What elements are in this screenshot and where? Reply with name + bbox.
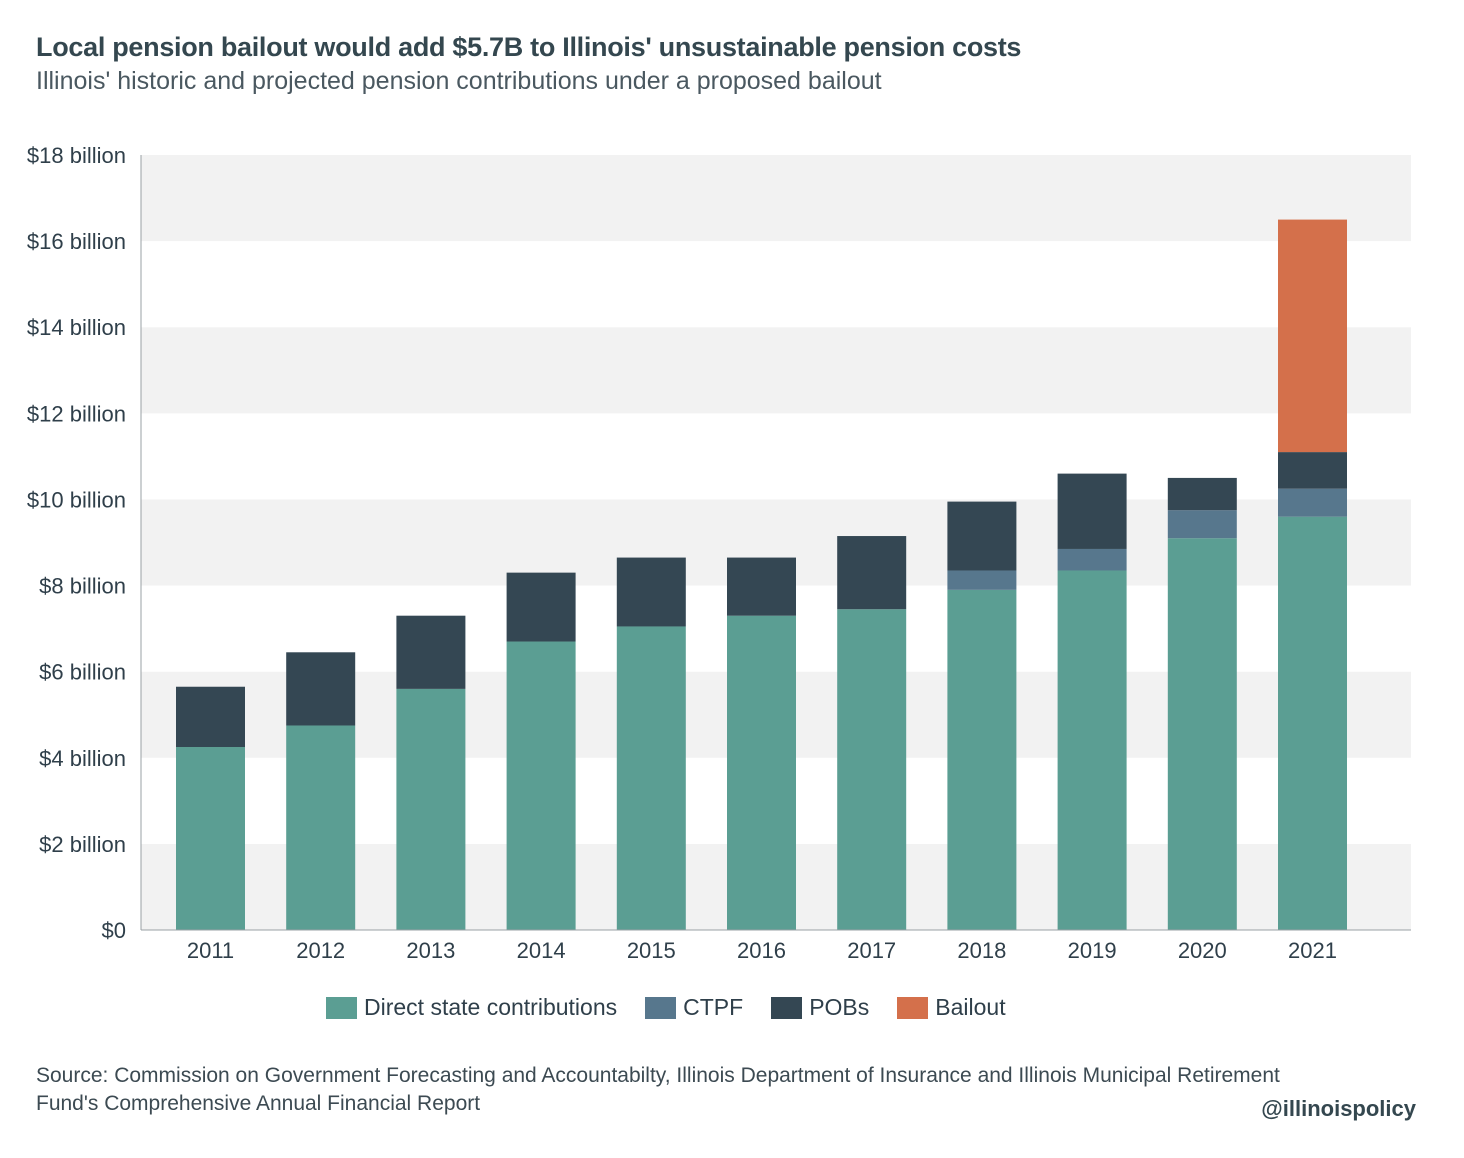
bar-segment-direct-state-contributions-2018	[947, 589, 1017, 930]
legend: Direct state contributions CTPF POBs Bailou…	[326, 994, 1034, 1021]
y-tick-label: $8 billion	[39, 574, 126, 599]
chart-title: Local pension bailout would add $5.7B to…	[36, 32, 1022, 62]
bar-segment-direct-state-contributions-2012	[286, 725, 356, 930]
x-tick-label: 2017	[847, 938, 896, 963]
bar-segment-direct-state-contributions-2019	[1057, 570, 1127, 930]
source-note: Source: Commission on Government Forecas…	[36, 1062, 1436, 1118]
bar-segment-pobs-2021	[1278, 452, 1347, 489]
x-tick-label: 2012	[296, 938, 345, 963]
bar-segment-pobs-2020	[1167, 477, 1237, 511]
bar-segment-direct-state-contributions-2013	[396, 688, 466, 930]
source-line-1: Source: Commission on Government Forecas…	[36, 1064, 1280, 1087]
legend-swatch	[645, 996, 677, 1019]
x-tick-label: 2011	[187, 938, 234, 963]
bar-segment-pobs-2011	[176, 686, 245, 748]
legend-item-pobs: POBs	[771, 994, 869, 1021]
x-tick-label: 2016	[737, 938, 786, 963]
y-tick-label: $12 billion	[27, 401, 126, 426]
bar-segment-ctpf-2019	[1057, 548, 1127, 571]
bar-segment-pobs-2014	[506, 572, 576, 642]
bars	[176, 219, 1347, 930]
y-tick-label: $16 billion	[27, 229, 126, 254]
bar-segment-pobs-2015	[616, 557, 686, 627]
y-tick-label: $4 billion	[39, 746, 126, 771]
bar-segment-ctpf-2021	[1278, 488, 1347, 517]
legend-label: Direct state contributions	[364, 994, 618, 1020]
stacked-bar-chart: $0 $2 billion $4 billion $6 billion $8 billi…	[27, 143, 1411, 963]
source-line-2: Fund's Comprehensive Annual Financial Re…	[36, 1092, 481, 1115]
bar-segment-direct-state-contributions-2020	[1167, 538, 1237, 930]
x-tick-label: 2013	[406, 938, 455, 963]
grid-band	[141, 327, 1411, 414]
legend-item-bailout: Bailout	[897, 994, 1006, 1021]
x-tick-label: 2014	[517, 938, 566, 963]
bar-segment-pobs-2018	[947, 501, 1017, 571]
bar-segment-direct-state-contributions-2015	[616, 626, 686, 930]
x-tick-label: 2019	[1068, 938, 1117, 963]
grid-band	[141, 241, 1411, 328]
bar-segment-direct-state-contributions-2017	[837, 609, 907, 930]
y-tick-label: $6 billion	[39, 660, 126, 685]
y-tick-label: $14 billion	[27, 315, 126, 340]
y-tick-label: $18 billion	[27, 143, 126, 168]
legend-label: POBs	[809, 994, 870, 1020]
y-tick-label: $2 billion	[39, 832, 126, 857]
legend-item-ctpf: CTPF	[645, 994, 743, 1021]
legend-item-direct-state-contributions: Direct state contributions	[326, 994, 617, 1021]
social-handle: @illinoispolicy	[1261, 1096, 1416, 1121]
legend-label: CTPF	[683, 994, 744, 1020]
grid-band	[141, 155, 1411, 242]
legend-swatch	[897, 996, 929, 1019]
bar-segment-direct-state-contributions-2021	[1278, 516, 1347, 930]
bar-segment-direct-state-contributions-2016	[727, 615, 796, 930]
x-tick-label: 2015	[627, 938, 676, 963]
bar-segment-direct-state-contributions-2011	[176, 747, 245, 930]
bar-segment-pobs-2016	[727, 557, 796, 616]
x-tick-label: 2018	[957, 938, 1006, 963]
x-tick-label: 2021	[1288, 938, 1337, 963]
y-tick-label: $10 billion	[27, 487, 126, 512]
legend-label: Bailout	[935, 994, 1006, 1020]
bar-segment-pobs-2019	[1057, 473, 1127, 549]
bar-segment-pobs-2017	[837, 536, 907, 610]
chart-subtitle: Illinois' historic and projected pension…	[36, 67, 882, 95]
bar-segment-bailout-2021	[1278, 219, 1347, 453]
bar-segment-direct-state-contributions-2014	[506, 641, 576, 930]
x-axis: 2011 2012 2013 2014 2015 2016 2017 2018 2019 2020…	[141, 929, 1411, 963]
legend-swatch	[326, 996, 357, 1019]
bar-segment-pobs-2012	[286, 652, 356, 726]
bar-segment-ctpf-2020	[1167, 510, 1237, 539]
legend-swatch	[771, 996, 803, 1019]
x-tick-label: 2020	[1178, 938, 1227, 963]
y-axis: $0 $2 billion $4 billion $6 billion $8 billi…	[27, 143, 142, 943]
y-tick-label: $0	[102, 918, 126, 943]
bar-segment-ctpf-2018	[947, 570, 1017, 590]
bar-segment-pobs-2013	[396, 615, 466, 689]
